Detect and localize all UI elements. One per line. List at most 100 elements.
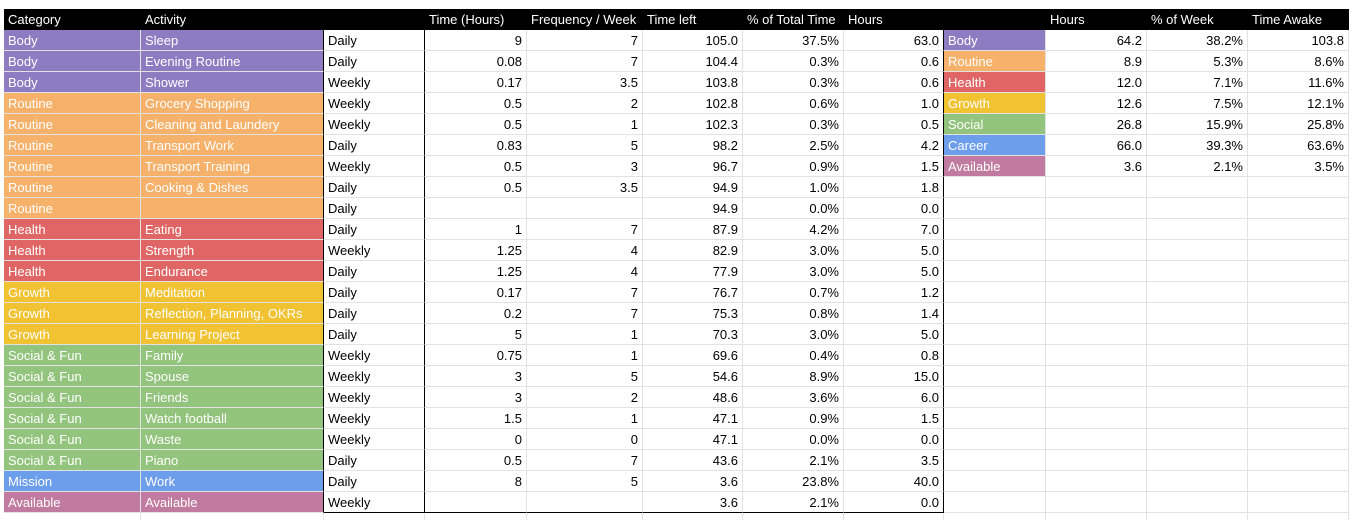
frequency-type-cell[interactable]: Daily [324,282,425,303]
empty-cell[interactable] [1147,450,1248,471]
frequency-cell[interactable]: 1 [527,345,643,366]
activity-cell[interactable]: Cleaning and Laundery [141,114,324,135]
empty-cell[interactable] [1147,219,1248,240]
empty-cell[interactable] [1147,366,1248,387]
empty-cell[interactable] [1147,303,1248,324]
activity-cell[interactable]: Spouse [141,366,324,387]
frequency-type-cell[interactable]: Daily [324,198,425,219]
time-left-cell[interactable]: 48.6 [643,387,743,408]
frequency-type-cell[interactable]: Daily [324,30,425,51]
time-hours-cell[interactable] [425,492,527,513]
frequency-type-cell[interactable]: Daily [324,261,425,282]
empty-cell[interactable] [1046,408,1147,429]
empty-cell[interactable] [1147,492,1248,513]
time-left-cell[interactable]: 87.9 [643,219,743,240]
activity-cell[interactable]: Waste [141,429,324,450]
pct-total-cell[interactable]: 4.2% [743,219,844,240]
frequency-type-cell[interactable]: Weekly [324,156,425,177]
empty-cell[interactable] [1248,450,1349,471]
category-cell[interactable]: Routine [4,177,141,198]
activity-cell[interactable]: Cooking & Dishes [141,177,324,198]
frequency-type-cell[interactable]: Weekly [324,72,425,93]
empty-cell[interactable] [1046,177,1147,198]
empty-cell[interactable] [944,387,1046,408]
empty-cell[interactable] [1147,429,1248,450]
summary-pct-week-cell[interactable]: 7.5% [1147,93,1248,114]
hours-cell[interactable]: 1.5 [844,408,944,429]
empty-cell[interactable] [1046,450,1147,471]
frequency-type-cell[interactable]: Daily [324,135,425,156]
time-hours-cell[interactable]: 8 [425,471,527,492]
summary-time-awake-cell[interactable]: 3.5% [1248,156,1349,177]
time-left-cell[interactable]: 47.1 [643,408,743,429]
frequency-type-cell[interactable]: Weekly [324,387,425,408]
hours-cell[interactable]: 0.0 [844,198,944,219]
empty-cell[interactable] [944,471,1046,492]
frequency-cell[interactable]: 7 [527,303,643,324]
activity-cell[interactable]: Available [141,492,324,513]
pct-total-cell[interactable]: 0.3% [743,51,844,72]
summary-header-cell[interactable]: % of Week [1147,9,1248,30]
category-cell[interactable]: Social & Fun [4,429,141,450]
time-left-cell[interactable]: 75.3 [643,303,743,324]
time-hours-cell[interactable]: 1.25 [425,240,527,261]
frequency-cell[interactable]: 7 [527,51,643,72]
frequency-cell[interactable]: 4 [527,240,643,261]
pct-total-cell[interactable]: 8.9% [743,366,844,387]
time-hours-cell[interactable]: 0.75 [425,345,527,366]
hours-cell[interactable]: 0.6 [844,51,944,72]
time-left-cell[interactable]: 96.7 [643,156,743,177]
empty-cell[interactable] [944,303,1046,324]
time-left-cell[interactable]: 98.2 [643,135,743,156]
activity-cell[interactable]: Family [141,345,324,366]
activity-cell[interactable]: Sleep [141,30,324,51]
frequency-cell[interactable]: 7 [527,450,643,471]
empty-cell[interactable] [743,513,844,520]
activity-cell[interactable]: Transport Work [141,135,324,156]
summary-time-awake-cell[interactable]: 25.8% [1248,114,1349,135]
empty-cell[interactable] [944,408,1046,429]
summary-header-cell[interactable] [944,9,1046,30]
pct-total-cell[interactable]: 2.5% [743,135,844,156]
frequency-type-cell[interactable]: Daily [324,471,425,492]
pct-total-cell[interactable]: 0.3% [743,114,844,135]
summary-category-cell[interactable]: Body [944,30,1046,51]
category-cell[interactable]: Health [4,240,141,261]
frequency-type-cell[interactable]: Daily [324,177,425,198]
pct-total-cell[interactable]: 3.0% [743,324,844,345]
frequency-type-cell[interactable]: Daily [324,51,425,72]
hours-cell[interactable]: 1.0 [844,93,944,114]
pct-total-cell[interactable]: 0.6% [743,93,844,114]
summary-time-awake-cell[interactable]: 11.6% [1248,72,1349,93]
time-hours-cell[interactable]: 0 [425,429,527,450]
frequency-cell[interactable]: 3.5 [527,177,643,198]
empty-cell[interactable] [944,177,1046,198]
time-left-cell[interactable]: 94.9 [643,177,743,198]
category-cell[interactable]: Social & Fun [4,345,141,366]
frequency-cell[interactable] [527,198,643,219]
pct-total-cell[interactable]: 0.3% [743,72,844,93]
empty-cell[interactable] [944,513,1046,520]
time-left-cell[interactable]: 54.6 [643,366,743,387]
frequency-cell[interactable]: 5 [527,135,643,156]
hours-cell[interactable]: 15.0 [844,366,944,387]
category-cell[interactable]: Health [4,219,141,240]
hours-cell[interactable]: 6.0 [844,387,944,408]
empty-cell[interactable] [1248,240,1349,261]
summary-category-cell[interactable]: Career [944,135,1046,156]
summary-pct-week-cell[interactable]: 2.1% [1147,156,1248,177]
empty-cell[interactable] [1147,261,1248,282]
empty-cell[interactable] [1248,492,1349,513]
frequency-type-cell[interactable]: Daily [324,303,425,324]
summary-hours-cell[interactable]: 12.0 [1046,72,1147,93]
empty-cell[interactable] [1147,513,1248,520]
empty-cell[interactable] [1248,303,1349,324]
time-hours-cell[interactable]: 3 [425,366,527,387]
time-left-cell[interactable]: 69.6 [643,345,743,366]
frequency-cell[interactable]: 3 [527,156,643,177]
pct-total-cell[interactable]: 1.0% [743,177,844,198]
summary-category-cell[interactable]: Health [944,72,1046,93]
time-hours-cell[interactable]: 0.5 [425,114,527,135]
empty-cell[interactable] [1046,429,1147,450]
summary-hours-cell[interactable]: 12.6 [1046,93,1147,114]
